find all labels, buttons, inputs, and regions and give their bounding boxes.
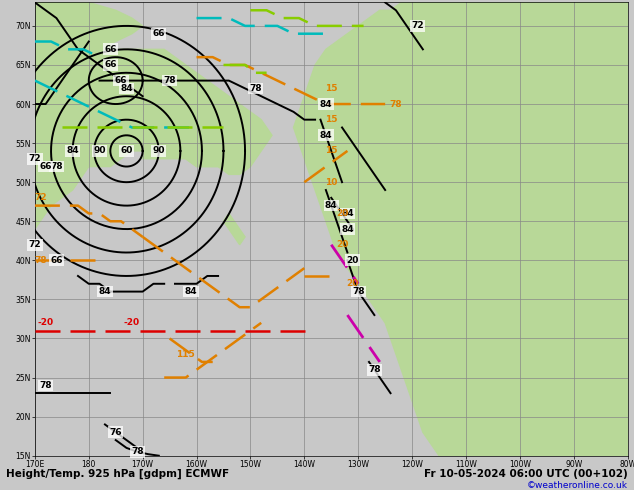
Text: 84: 84 [320,131,332,140]
Text: 78: 78 [368,365,380,374]
Text: 84: 84 [185,287,197,296]
Text: 66: 66 [104,60,117,70]
Text: 78: 78 [39,381,52,390]
Text: 72: 72 [34,194,46,202]
Polygon shape [294,2,628,456]
Text: 60: 60 [120,147,133,155]
Text: 20: 20 [336,240,348,249]
Text: Height/Temp. 925 hPa [gdpm] ECMWF: Height/Temp. 925 hPa [gdpm] ECMWF [6,469,230,479]
Text: 78: 78 [352,287,365,296]
Text: 72: 72 [29,154,41,163]
Text: 10: 10 [325,178,337,187]
Text: 115: 115 [176,349,195,359]
Text: 15: 15 [325,147,337,155]
Text: 84: 84 [341,209,354,218]
Text: 84: 84 [120,84,133,93]
Text: Fr 10-05-2024 06:00 UTC (00+102): Fr 10-05-2024 06:00 UTC (00+102) [424,469,628,479]
Text: ©weatheronline.co.uk: ©weatheronline.co.uk [527,481,628,490]
Text: 90: 90 [93,147,106,155]
Polygon shape [35,2,186,229]
Text: 84: 84 [341,224,354,234]
Text: 76: 76 [110,428,122,437]
Polygon shape [143,143,250,174]
Text: 66: 66 [50,256,63,265]
Text: 72: 72 [29,240,41,249]
Text: 84: 84 [99,287,111,296]
Text: 78: 78 [390,99,402,109]
Text: 20: 20 [347,256,359,265]
Text: 90: 90 [153,147,165,155]
Text: 78: 78 [131,447,143,456]
Text: 15: 15 [325,84,337,93]
Text: 66: 66 [115,76,127,85]
Text: -20: -20 [124,318,140,327]
Polygon shape [224,214,245,245]
Text: 15: 15 [325,115,337,124]
Text: 84: 84 [325,201,337,210]
Text: 20: 20 [336,209,348,218]
Text: 84: 84 [320,99,332,109]
Text: 78: 78 [34,256,46,265]
Text: 72: 72 [411,22,424,30]
Polygon shape [35,2,143,96]
Polygon shape [439,401,574,456]
Text: -20: -20 [37,318,54,327]
Text: 66: 66 [104,45,117,54]
Text: 66: 66 [153,29,165,38]
Text: 20: 20 [347,279,359,288]
Text: 66: 66 [39,162,52,171]
Text: 78: 78 [250,84,262,93]
Text: 78: 78 [164,76,176,85]
Text: 78: 78 [50,162,63,171]
Polygon shape [35,49,272,167]
Text: 84: 84 [67,147,79,155]
